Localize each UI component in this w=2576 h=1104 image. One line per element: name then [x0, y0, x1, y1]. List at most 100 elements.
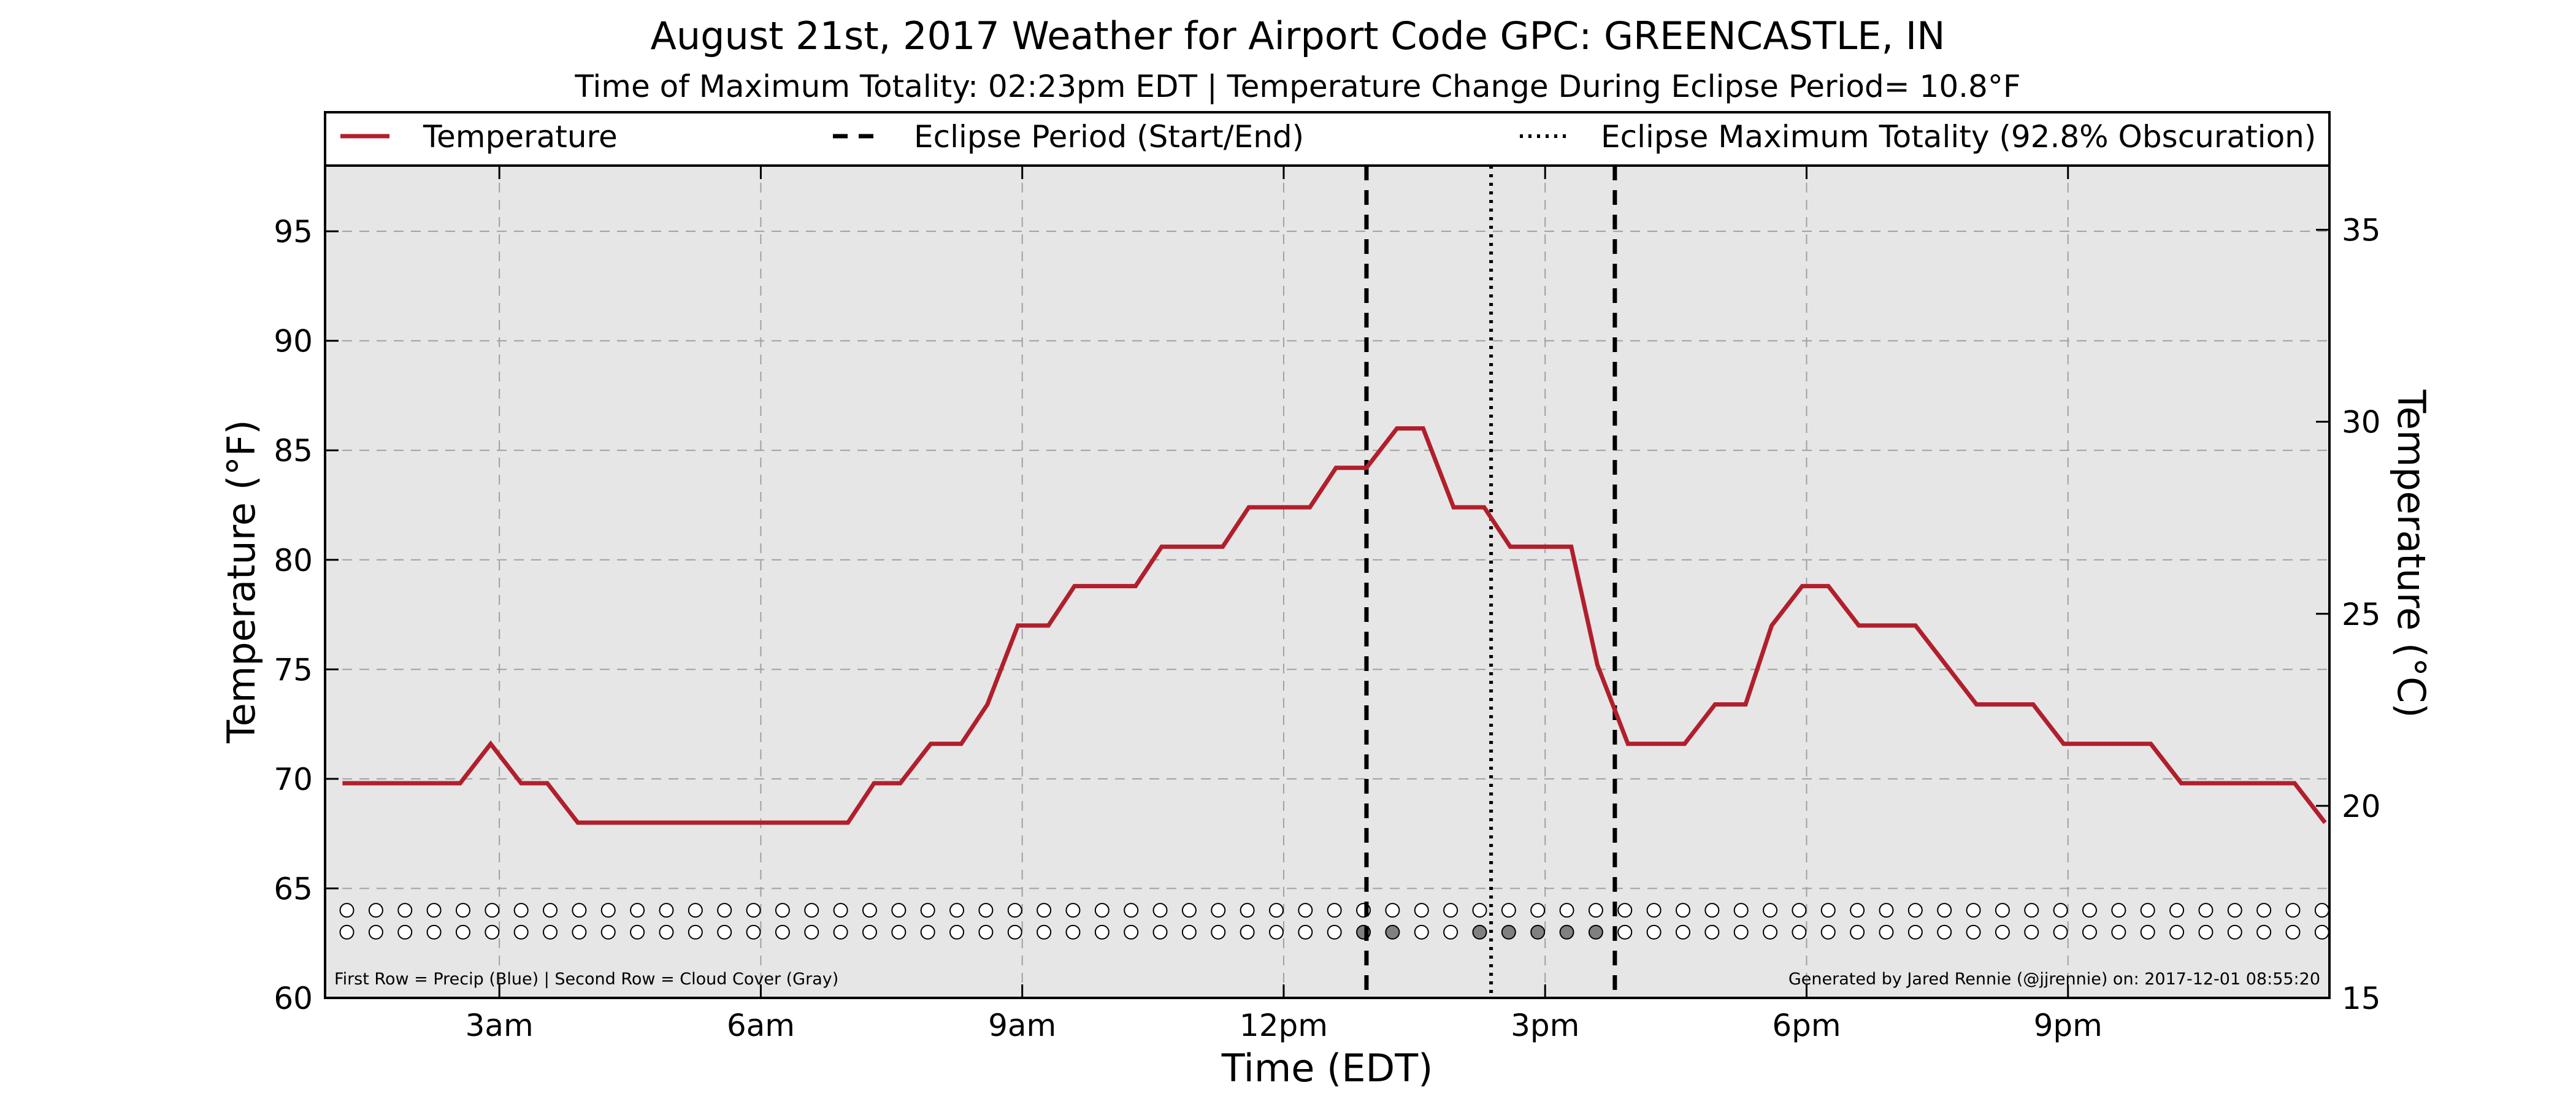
y-axis-right-label: Temperature (°C)	[2389, 389, 2434, 718]
y-right-tick-label: 25	[2342, 597, 2381, 632]
cloud-cover-marker	[1879, 924, 1894, 940]
y-tick-label: 90	[274, 324, 313, 359]
cloud-cover-marker	[600, 924, 616, 940]
cloud-cover-marker	[2140, 924, 2155, 940]
cloud-cover-marker	[426, 924, 442, 940]
cloud-cover-marker	[1733, 924, 1749, 940]
precip-marker	[1907, 903, 1923, 918]
y-tick-label: 85	[274, 433, 313, 469]
cloud-cover-marker	[1007, 924, 1022, 940]
cloud-cover-marker	[1298, 924, 1313, 940]
cloud-cover-marker	[891, 924, 907, 940]
cloud-cover-marker	[1211, 924, 1226, 940]
cloud-cover-marker	[397, 924, 413, 940]
precip-marker	[1879, 903, 1894, 918]
precip-marker	[688, 903, 703, 918]
precip-marker	[775, 903, 790, 918]
cloud-cover-marker	[2082, 924, 2097, 940]
cloud-cover-marker	[1094, 924, 1110, 940]
x-axis-ticks: 3am 6am 9am 12pm 3pm 6pm 9pm	[466, 166, 2103, 1043]
cloud-cover-marker	[775, 924, 790, 940]
cloud-cover-marker	[978, 924, 994, 940]
cloud-cover-marker	[1792, 924, 1807, 940]
cloud-cover-marker	[2198, 924, 2214, 940]
precip-marker	[1327, 903, 1342, 918]
cloud-cover-marker	[2169, 924, 2185, 940]
precip-marker	[1414, 903, 1429, 918]
precip-marker	[1850, 903, 1865, 918]
precip-marker	[1268, 903, 1284, 918]
precip-marker	[2227, 903, 2242, 918]
cloud-cover-marker	[1704, 924, 1720, 940]
cloud-cover-marker	[2256, 924, 2272, 940]
y-right-tick-label: 20	[2342, 789, 2381, 824]
cloud-cover-marker	[833, 924, 848, 940]
cloud-cover-marker	[2024, 924, 2039, 940]
precip-marker	[426, 903, 442, 918]
cloud-cover-marker	[1675, 924, 1690, 940]
cloud-cover-marker	[717, 924, 732, 940]
precip-marker	[2111, 903, 2126, 918]
precip-marker	[1094, 903, 1110, 918]
precip-marker	[2053, 903, 2068, 918]
cloud-cover-marker	[1065, 924, 1081, 940]
cloud-cover-marker	[1181, 924, 1197, 940]
legend-max-totality-label: Eclipse Maximum Totality (92.8% Obscurat…	[1601, 119, 2316, 155]
precip-marker	[717, 903, 732, 918]
grid	[325, 166, 2329, 998]
precip-marker	[891, 903, 907, 918]
precip-marker	[1298, 903, 1313, 918]
precip-marker	[2169, 903, 2185, 918]
plot-frame	[324, 164, 2331, 999]
cloud-cover-marker	[1530, 924, 1546, 940]
precip-marker	[543, 903, 558, 918]
chart-subtitle: Time of Maximum Totality: 02:23pm EDT | …	[574, 69, 2020, 104]
precip-marker	[1443, 903, 1459, 918]
precip-marker	[572, 903, 587, 918]
x-tick-label: 9am	[988, 1008, 1056, 1043]
x-tick-label: 9pm	[2034, 1008, 2103, 1043]
legend-eclipse-period-label: Eclipse Period (Start/End)	[914, 119, 1304, 155]
cloud-cover-marker	[368, 924, 383, 940]
plot-background	[325, 166, 2329, 998]
cloud-cover-marker	[804, 924, 819, 940]
precip-marker	[630, 903, 645, 918]
y-right-tick-label: 35	[2342, 213, 2381, 248]
precip-marker	[1007, 903, 1022, 918]
cloud-cover-marker	[949, 924, 965, 940]
cloud-cover-marker	[1443, 924, 1459, 940]
cloud-cover-marker	[746, 924, 761, 940]
precip-marker	[920, 903, 935, 918]
precip-marker	[978, 903, 994, 918]
precip-marker	[2140, 903, 2155, 918]
cloud-cover-marker	[543, 924, 558, 940]
cloud-cover-marker	[1501, 924, 1516, 940]
precip-marker	[1646, 903, 1662, 918]
precip-marker	[339, 903, 355, 918]
precip-marker	[1937, 903, 1952, 918]
cloud-cover-marker	[1152, 924, 1168, 940]
precip-marker	[1588, 903, 1603, 918]
x-tick-label: 6pm	[1772, 1008, 1841, 1043]
precip-marker	[2198, 903, 2214, 918]
precip-marker	[1995, 903, 2010, 918]
cloud-cover-marker	[455, 924, 470, 940]
precip-marker	[1037, 903, 1052, 918]
chart-title: August 21st, 2017 Weather for Airport Co…	[650, 13, 1945, 58]
y-tick-label: 95	[274, 214, 313, 250]
precip-marker	[1211, 903, 1226, 918]
precip-marker	[659, 903, 674, 918]
cloud-cover-marker	[1588, 924, 1603, 940]
precip-marker	[1240, 903, 1255, 918]
cloud-cover-marker	[1472, 924, 1487, 940]
y-tick-label: 80	[274, 543, 313, 578]
x-tick-label: 12pm	[1240, 1008, 1328, 1043]
cloud-cover-marker	[1268, 924, 1284, 940]
precip-marker	[804, 903, 819, 918]
precip-marker	[2256, 903, 2272, 918]
cloud-cover-marker	[2314, 924, 2329, 940]
y-right-tick-label: 30	[2342, 405, 2381, 440]
y-axis-right-ticks: 15 20 25 30 35	[2316, 213, 2381, 1016]
cloud-cover-marker	[862, 924, 877, 940]
